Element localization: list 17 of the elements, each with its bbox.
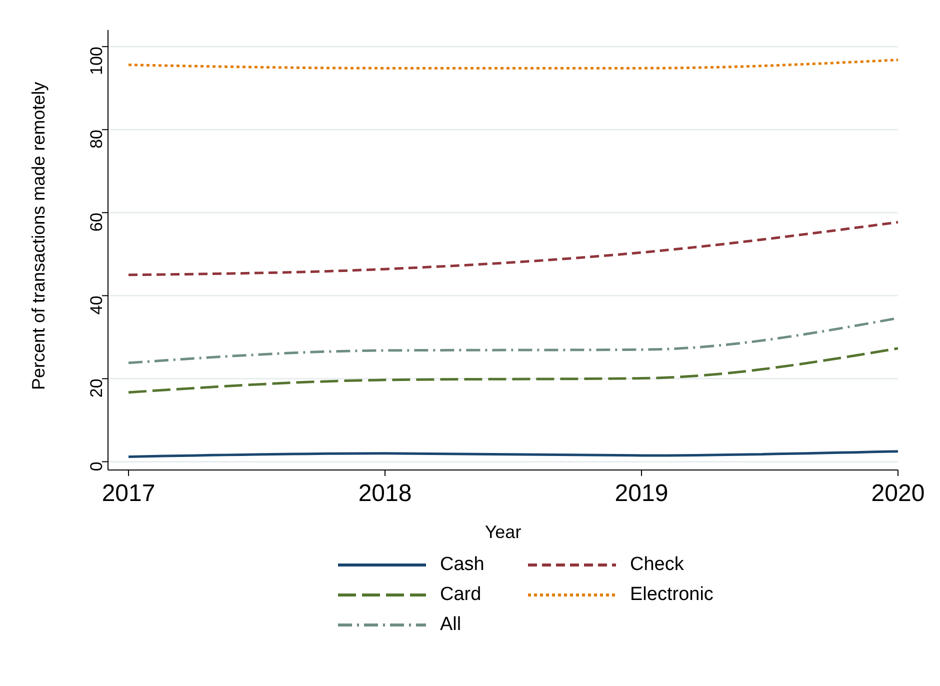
x-axis-title: Year — [484, 522, 522, 542]
y-tick-label: 80 — [87, 130, 106, 149]
x-tick-label: 2017 — [102, 480, 156, 508]
x-tick-label: 2019 — [614, 480, 668, 508]
y-tick-label: 60 — [87, 212, 106, 232]
y-tick-label: 20 — [87, 378, 106, 398]
legend-label: All — [440, 614, 462, 636]
y-tick-label: 100 — [87, 46, 106, 75]
x-tick-label: 2020 — [871, 480, 925, 508]
legend-label: Check — [630, 554, 684, 576]
y-axis-title: Percent of transactions made remotely — [28, 82, 48, 390]
legend-label: Card — [440, 584, 482, 606]
x-tick-label: 2018 — [358, 480, 412, 508]
y-tick-label: 0 — [87, 462, 106, 472]
y-tick-label: 40 — [87, 296, 106, 315]
legend-label: Cash — [440, 554, 484, 576]
legend-label: Electronic — [630, 584, 714, 606]
